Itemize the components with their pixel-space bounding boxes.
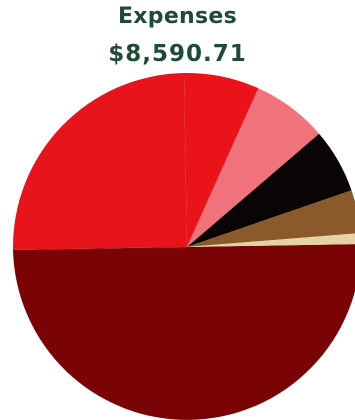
pie-slice-5 (187, 133, 352, 247)
chart-total: $8,590.71 (108, 41, 247, 67)
pie-slice-3 (183, 73, 259, 248)
pie-slice-7 (187, 233, 355, 247)
pie-slice-1 (13, 244, 355, 420)
chart-title: Expenses (117, 4, 238, 29)
pie-slice-6 (187, 190, 355, 247)
pie-slice-4 (187, 88, 320, 247)
pie-slice-2 (13, 73, 188, 251)
